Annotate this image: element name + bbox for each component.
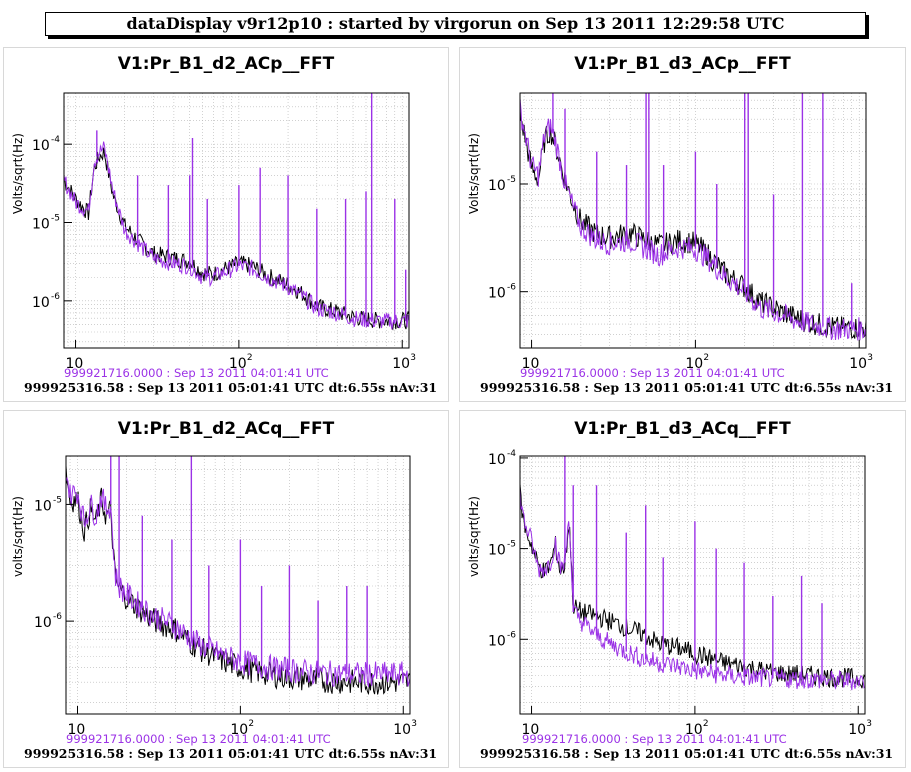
y-tick-exponent: -6 — [507, 283, 516, 293]
reference-timestamp: 999921716.0000 : Sep 13 2011 04:01:41 UT… — [522, 732, 787, 746]
chart-panel-1: V1:Pr_B1_d2_ACp__FFT 10 10 2 10 3 10 -6 10 -5 10-… — [3, 47, 449, 402]
x-tick-exponent: 3 — [866, 719, 872, 729]
y-tick-label: 10 — [488, 452, 506, 468]
live-spectrum-line — [63, 147, 410, 331]
y-axis-label: Volts/sqrt(Hz) — [467, 133, 481, 214]
y-tick-exponent: -5 — [507, 540, 516, 550]
x-tick-exponent: 3 — [410, 353, 416, 363]
x-tick-exponent: 3 — [867, 353, 873, 363]
chart-panel-2: V1:Pr_B1_d3_ACp__FFT 10 10 2 10 3 10 -6 10 -5 Vol… — [459, 47, 906, 402]
reference-timestamp: 999921716.0000 : Sep 13 2011 04:01:41 UT… — [520, 366, 785, 380]
x-tick-exponent: 2 — [248, 719, 254, 729]
y-tick-label: 10 — [32, 217, 50, 233]
grid — [520, 93, 866, 349]
x-tick-label: 10 — [392, 356, 410, 372]
y-tick-exponent: -4 — [51, 135, 60, 145]
y-tick-label: 10 — [488, 633, 506, 649]
live-timestamp: 999925316.58 : Sep 13 2011 05:01:41 UTC … — [480, 746, 894, 761]
y-tick-exponent: -6 — [507, 630, 516, 640]
chart-title: V1:Pr_B1_d2_ACq__FFT — [117, 419, 335, 439]
chart-title: V1:Pr_B1_d3_ACp__FFT — [574, 54, 791, 74]
y-axis-label: Volts/sqrt(Hz) — [11, 133, 25, 214]
x-tick-label: 10 — [230, 722, 248, 738]
y-tick-exponent: -6 — [53, 612, 62, 622]
live-timestamp: 999925316.58 : Sep 13 2011 05:01:41 UTC … — [24, 380, 438, 395]
x-tick-label: 10 — [393, 722, 411, 738]
y-tick-exponent: -5 — [51, 214, 60, 224]
page-title: dataDisplay v9r12p10 : started by virgor… — [45, 12, 866, 36]
y-tick-label: 10 — [32, 295, 50, 311]
reference-timestamp: 999921716.0000 : Sep 13 2011 04:01:41 UT… — [64, 366, 329, 380]
x-tick-label: 10 — [229, 356, 247, 372]
y-tick-exponent: -4 — [507, 449, 516, 459]
chart-title: V1:Pr_B1_d2_ACp__FFT — [117, 54, 335, 74]
y-axis-label: volts/sqrt(Hz) — [11, 496, 25, 577]
grid — [64, 93, 409, 348]
chart-panel-3: V1:Pr_B1_d2_ACq__FFT 10 10 2 10 3 10 -6 10 -5 vol… — [3, 410, 449, 768]
grid — [66, 456, 410, 714]
y-tick-exponent: -5 — [53, 495, 62, 505]
y-tick-label: 10 — [32, 138, 50, 154]
x-tick-exponent: 2 — [247, 353, 253, 363]
live-spectrum-line — [519, 106, 867, 339]
y-tick-label: 10 — [34, 498, 52, 514]
y-tick-exponent: -6 — [51, 292, 60, 302]
reference-spectrum-line — [63, 141, 410, 330]
reference-timestamp: 999921716.0000 : Sep 13 2011 04:01:41 UT… — [66, 732, 331, 746]
plot-frame — [519, 92, 867, 349]
x-tick-label: 10 — [685, 356, 703, 372]
x-tick-exponent: 3 — [411, 719, 417, 729]
y-tick-exponent: -5 — [507, 175, 516, 185]
reference-spectrum-line — [519, 98, 867, 341]
chart-title: V1:Pr_B1_d3_ACq__FFT — [574, 419, 791, 439]
x-tick-label: 10 — [522, 356, 540, 372]
x-tick-exponent: 2 — [703, 719, 709, 729]
reference-spectrum-line — [65, 476, 411, 687]
x-tick-label: 10 — [67, 722, 85, 738]
plot-frame — [63, 92, 410, 349]
x-tick-label: 10 — [848, 722, 866, 738]
grid — [520, 456, 865, 714]
y-axis-label: volts/sqrt(Hz) — [467, 496, 481, 577]
y-tick-label: 10 — [488, 178, 506, 194]
x-tick-label: 10 — [685, 722, 703, 738]
plot-frame — [65, 455, 411, 715]
plot-frame — [519, 455, 866, 715]
x-tick-exponent: 2 — [703, 353, 709, 363]
live-spectrum-line — [519, 484, 866, 689]
x-tick-label: 10 — [522, 722, 540, 738]
live-timestamp: 999925316.58 : Sep 13 2011 05:01:41 UTC … — [24, 746, 438, 761]
live-timestamp: 999925316.58 : Sep 13 2011 05:01:41 UTC … — [480, 380, 894, 395]
y-tick-label: 10 — [488, 286, 506, 302]
y-tick-label: 10 — [34, 615, 52, 631]
x-tick-label: 10 — [849, 356, 867, 372]
chart-panel-4: V1:Pr_B1_d3_ACq__FFT 10 10 2 10 3 10 -6 10 -5 10-… — [459, 410, 906, 768]
x-tick-label: 10 — [66, 356, 84, 372]
reference-spectrum-line — [519, 488, 866, 691]
y-tick-label: 10 — [488, 543, 506, 559]
